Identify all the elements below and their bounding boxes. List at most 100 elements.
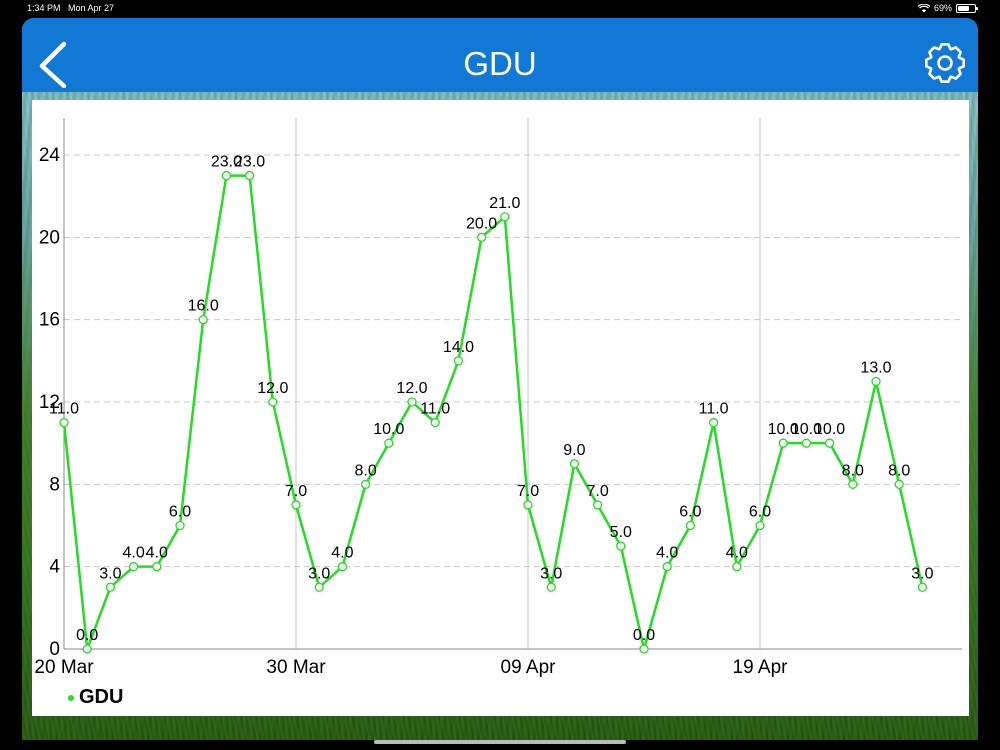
data-label: 7.0: [517, 483, 539, 500]
status-bar: 1:34 PM Mon Apr 27 69%: [0, 0, 1000, 18]
x-tick-label: 30 Mar: [266, 657, 326, 678]
data-point: [871, 376, 881, 387]
data-point: [407, 397, 417, 407]
gear-icon: [925, 43, 965, 83]
data-point: [476, 232, 487, 242]
data-point: [569, 459, 580, 469]
data-point: [59, 417, 69, 428]
data-label: 12.0: [257, 380, 288, 397]
data-label: 3.0: [308, 565, 330, 582]
data-label: 4.0: [122, 545, 144, 562]
data-label: 10.0: [373, 421, 404, 438]
data-label: 8.0: [354, 462, 376, 479]
data-label: 23.0: [234, 154, 265, 171]
data-label: 21.0: [489, 195, 520, 212]
data-label: 10.0: [814, 421, 845, 438]
x-tick-label: 20 Mar: [34, 657, 94, 678]
data-point: [128, 562, 139, 572]
gdu-line-chart: 0 4 8 12 16 20 24 20 Mar 30 Mar 09 Apr 19 Apr 11.0 0…: [34, 118, 962, 678]
page-title: GDU: [463, 45, 537, 82]
data-label: 6.0: [169, 504, 191, 521]
status-date: Mon Apr 27: [68, 3, 115, 13]
data-point: [337, 562, 348, 572]
data-point: [917, 582, 928, 592]
data-label: 11.0: [420, 401, 450, 418]
data-label: 7.0: [586, 483, 608, 500]
data-point: [314, 582, 324, 592]
data-point: [662, 562, 672, 572]
data-point: [685, 520, 696, 531]
data-label: 7.0: [285, 483, 307, 500]
data-point: [778, 438, 788, 448]
data-point: [198, 315, 208, 325]
data-point: [523, 500, 533, 510]
data-point: [430, 417, 440, 428]
status-time: 1:34 PM: [27, 3, 61, 13]
data-point: [360, 479, 371, 489]
data-point: [105, 582, 116, 592]
data-point: [221, 170, 232, 181]
data-label: 3.0: [99, 565, 121, 582]
data-point: [639, 644, 649, 654]
data-label: 3.0: [911, 565, 933, 582]
home-indicator[interactable]: [374, 740, 626, 744]
data-label: 0.0: [633, 627, 655, 644]
data-label: 6.0: [749, 504, 771, 521]
data-label: 20.0: [466, 215, 497, 232]
legend-marker: [68, 694, 74, 701]
data-point: [732, 562, 742, 572]
settings-button[interactable]: [922, 40, 968, 86]
data-label: 10.0: [768, 421, 799, 438]
data-point: [384, 438, 394, 448]
chart-legend: GDU: [68, 686, 123, 709]
data-label: 4.0: [726, 545, 748, 562]
y-tick-label: 0: [49, 639, 60, 660]
data-point: [244, 170, 255, 181]
data-label: 4.0: [146, 545, 168, 562]
data-label: 5.0: [610, 524, 632, 541]
data-point: [268, 397, 278, 407]
data-point: [500, 212, 510, 222]
x-tick-label: 19 Apr: [733, 657, 789, 678]
y-tick-label: 12: [39, 392, 60, 413]
data-label: 16.0: [188, 298, 219, 315]
x-tick-label: 09 Apr: [501, 657, 557, 678]
battery-percent: 69%: [933, 3, 952, 13]
data-point: [175, 520, 185, 531]
data-label: 3.0: [540, 565, 562, 582]
data-label: 9.0: [563, 442, 585, 459]
data-label: 13.0: [860, 359, 891, 376]
legend-label: GDU: [79, 686, 124, 708]
data-point: [592, 500, 603, 510]
y-tick-label: 20: [39, 227, 60, 248]
data-label: 8.0: [888, 462, 910, 479]
data-label: 6.0: [679, 504, 701, 521]
y-tick-label: 16: [39, 310, 60, 331]
y-tick-label: 8: [49, 474, 60, 495]
data-point: [152, 562, 162, 572]
data-point: [708, 417, 719, 428]
data-label: 4.0: [656, 545, 678, 562]
data-label: 14.0: [443, 339, 474, 356]
data-point: [616, 541, 626, 551]
nav-bar: GDU: [22, 18, 978, 92]
data-point: [291, 500, 301, 510]
back-button[interactable]: [34, 40, 74, 88]
chevron-left-icon: [39, 41, 67, 88]
y-tick-label: 4: [49, 557, 60, 578]
data-label: 4.0: [331, 545, 353, 562]
data-label: 10.0: [791, 421, 822, 438]
data-point: [824, 438, 835, 448]
data-label: 11.0: [49, 401, 79, 418]
y-tick-label: 24: [39, 145, 61, 166]
data-label: 0.0: [76, 627, 98, 644]
data-point: [755, 520, 765, 531]
data-point: [82, 644, 92, 654]
series-line-gdu: [62, 174, 924, 651]
chart-panel: 0 4 8 12 16 20 24 20 Mar 30 Mar 09 Apr 19 Apr 11.0 0…: [32, 100, 969, 716]
wifi-icon: [917, 3, 930, 12]
data-label: 8.0: [842, 462, 864, 479]
data-point: [894, 479, 904, 489]
data-label: 11.0: [699, 401, 729, 418]
data-point: [546, 582, 556, 592]
